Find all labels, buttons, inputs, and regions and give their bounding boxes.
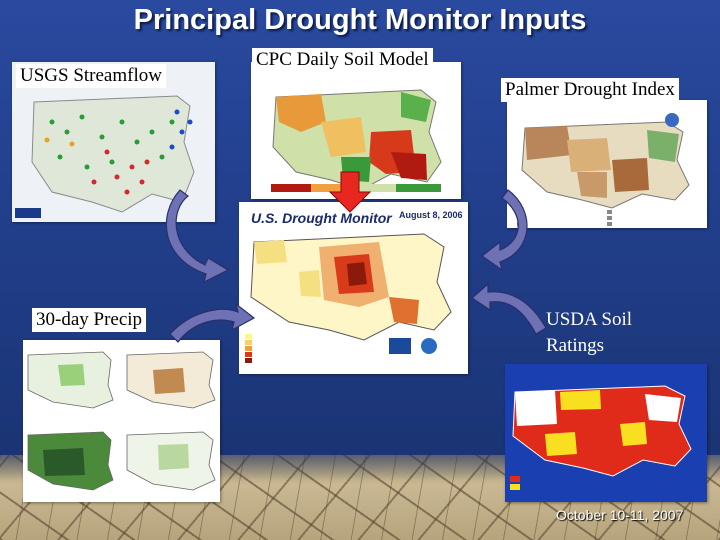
palmer-drought-index-label: Palmer Drought Index	[501, 78, 679, 102]
palmer-curved-arrow	[480, 189, 528, 272]
us-drought-monitor-map: U.S. Drought Monitor August 8, 2006	[239, 202, 468, 374]
drought-monitor-date: August 8, 2006	[399, 210, 463, 220]
drought-monitor-title: U.S. Drought Monitor	[251, 210, 392, 226]
precip-30day-maps	[23, 340, 220, 502]
red-down-arrow	[328, 171, 372, 213]
usgs-streamflow-label: USGS Streamflow	[16, 64, 166, 88]
precip-curved-arrow	[169, 302, 256, 343]
usda-soil-ratings-label: USDA Soil Ratings	[546, 309, 633, 356]
usda-curved-arrow	[471, 282, 547, 335]
precip-30day-label: 30-day Precip	[32, 308, 147, 332]
palmer-drought-index-map	[507, 100, 707, 228]
slide-title: Principal Drought Monitor Inputs	[133, 4, 587, 36]
usgs-curved-arrow	[165, 189, 230, 284]
cpc-soil-model-label: CPC Daily Soil Model	[252, 48, 433, 72]
usda-soil-ratings-map	[505, 364, 707, 502]
footer-date: October 10-11, 2007	[556, 507, 684, 523]
